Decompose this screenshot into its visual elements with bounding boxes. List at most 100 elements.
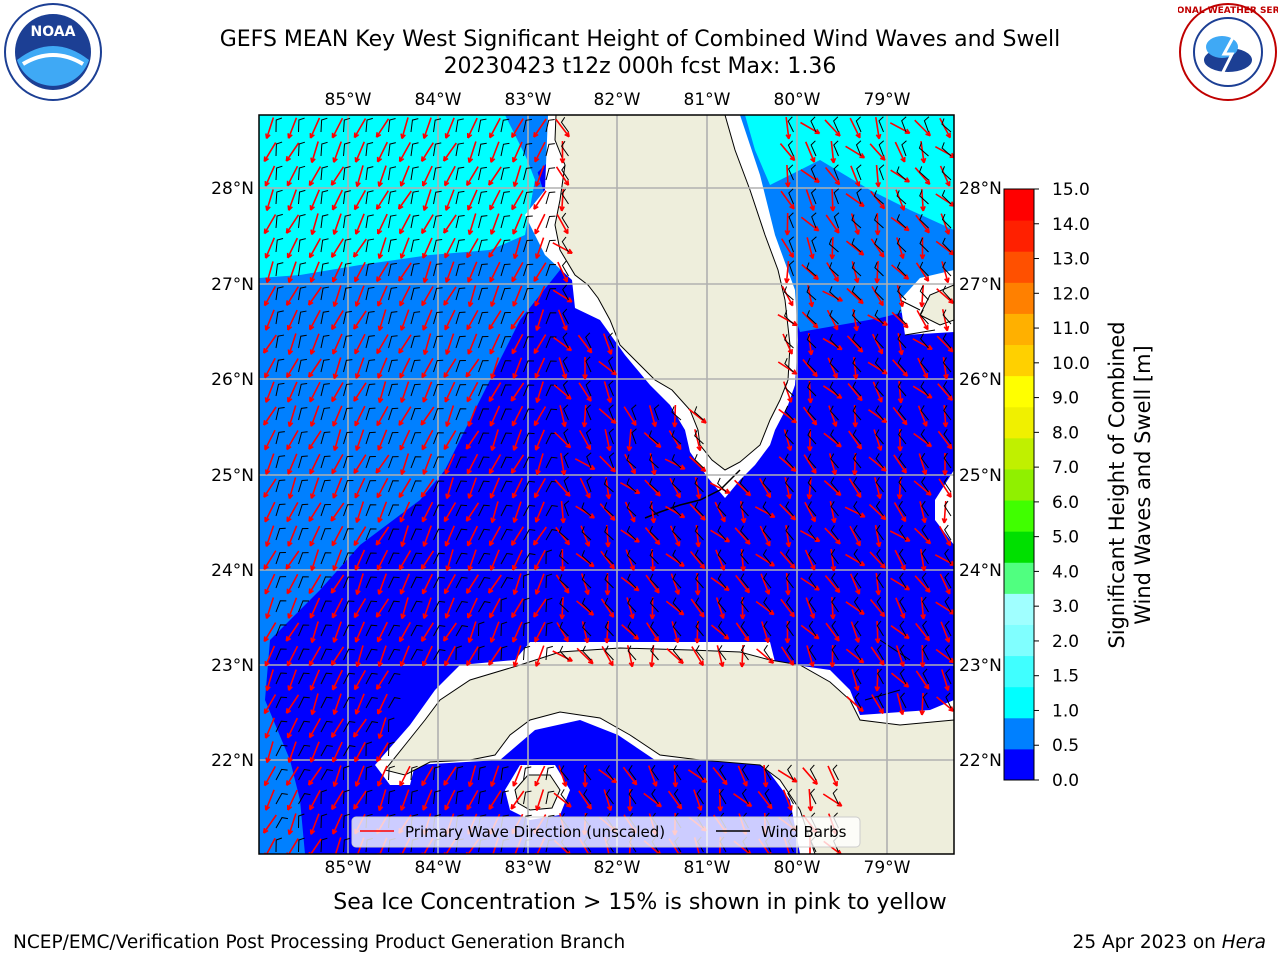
wave-direction-arrow [710,577,730,592]
wind-barb [478,766,486,781]
wave-direction-arrow [377,381,387,404]
wind-barb [410,214,420,229]
wave-direction-arrow [310,477,320,499]
lat-right-23: 23°N [959,656,1002,676]
wind-barb [365,286,375,301]
wave-direction-arrow [442,142,457,162]
wind-barb [786,644,794,661]
wind-barb [559,574,569,589]
wave-direction-arrow [605,476,612,500]
wind-barb [695,597,704,613]
wave-direction-arrow [782,789,793,811]
wind-barb [581,550,592,565]
wave-direction-arrow [598,360,617,376]
wind-barb [897,333,907,349]
wave-direction-arrow [445,405,455,428]
wind-barb [343,455,354,469]
wave-direction-arrow [555,574,570,594]
wave-direction-arrow [330,646,345,666]
wave-direction-arrow [871,333,884,355]
wind-barb [832,788,839,805]
wave-direction-arrow [802,406,818,426]
wave-direction-arrow [399,429,411,451]
wind-barb [694,477,704,493]
wave-direction-arrow [354,549,366,571]
wind-barb [874,357,884,373]
wave-direction-arrow [400,597,409,620]
wave-direction-arrow [665,600,685,616]
wind-barb [275,117,283,133]
wave-direction-arrow [332,693,342,715]
wave-direction-arrow [896,237,905,260]
wind-barb [901,140,907,157]
wave-direction-arrow [330,574,345,594]
wave-direction-arrow [489,117,501,139]
wave-direction-arrow [936,696,954,712]
wave-direction-arrow [355,573,364,596]
wind-barb [942,237,952,253]
wind-barb [607,332,614,349]
wave-direction-arrow [308,237,322,259]
wave-direction-arrow [332,621,343,643]
wave-direction-arrow [399,645,410,667]
wind-barb [455,118,464,133]
wind-barb [581,573,592,589]
wind-barb [320,552,332,565]
wave-direction-arrow [782,381,793,403]
wave-direction-arrow [512,285,523,307]
wind-barb [875,381,884,397]
wave-direction-arrow [443,766,457,786]
wind-barb [942,261,952,277]
wind-barb [583,765,592,781]
wind-barb [585,428,592,445]
wave-direction-arrow [512,573,522,596]
wind-barb [320,238,329,253]
colorbar-tick-label: 0.5 [1052,736,1079,756]
wind-barb [298,165,306,181]
wind-barb [829,357,839,373]
wind-barb [433,142,442,157]
wind-barb [298,117,305,133]
wind-barb [852,357,862,373]
wind-barb [455,263,466,277]
wind-barb [478,215,488,229]
colorbar-tick-label: 14.0 [1052,215,1090,235]
wind-barb [343,407,353,421]
wind-barb [523,790,532,805]
wave-direction-arrow [535,381,544,404]
wind-barb [649,501,659,517]
wave-direction-arrow [920,140,927,164]
colorbar-segment [1004,562,1034,594]
wind-barb [320,455,331,469]
wind-barb [500,384,512,397]
wave-direction-arrow [643,792,662,808]
wind-barb [523,766,532,781]
wind-barb [388,741,395,757]
wave-direction-arrow [376,742,389,763]
wave-direction-arrow [287,669,298,691]
wave-direction-arrow [553,792,572,808]
colorbar-segment [1004,500,1034,532]
wind-barb [717,573,727,589]
wind-barb [455,576,468,589]
map-body [259,115,954,854]
wave-direction-arrow [602,333,613,355]
lat-lon-grid [259,115,954,854]
wind-barb [365,528,377,541]
wind-barb [343,837,351,853]
wind-barb [275,768,288,781]
wind-barb [896,166,907,181]
wind-barb [585,332,592,349]
wave-direction-arrow [849,573,861,595]
wave-direction-arrow [668,430,682,451]
wave-direction-arrow [354,261,366,283]
wave-direction-arrow [645,622,660,643]
wind-barb [343,166,351,181]
wave-direction-arrow [576,600,595,616]
colorbar-segment [1004,282,1034,314]
wind-barb [388,480,399,493]
wave-direction-arrow [760,573,771,595]
wave-direction-arrow [625,549,636,571]
wind-barb [320,359,330,373]
wave-direction-arrow [939,573,951,595]
